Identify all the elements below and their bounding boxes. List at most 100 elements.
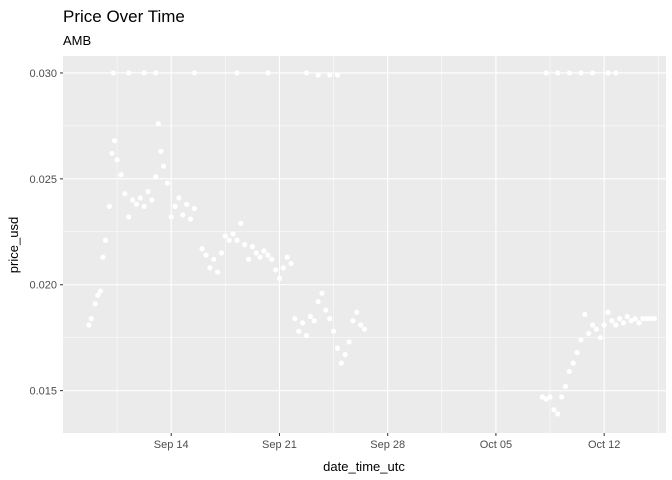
data-point [601,322,607,328]
data-point [88,316,94,322]
x-tick-label: Oct 12 [588,439,620,451]
data-point [226,237,232,243]
data-point [628,318,634,324]
data-point [191,70,198,76]
data-point [164,180,170,186]
y-axis-ticks: 0.015 0.020 0.025 0.030 [29,68,63,398]
data-point [582,311,588,317]
data-point [249,244,256,250]
x-axis-title: date_time_utc [323,459,405,474]
data-point [122,191,128,197]
data-point [222,233,228,239]
data-point [330,328,337,334]
data-point [613,70,619,76]
data-point [168,214,174,220]
data-point [609,318,615,324]
data-point [559,394,565,400]
data-point [334,345,341,351]
data-point [624,313,630,320]
data-point [234,237,240,243]
x-tick-label: Sep 14 [154,439,189,451]
data-point [149,197,155,203]
data-point [276,275,283,281]
x-axis-ticks: Sep 14 Sep 21 Sep 28 Oct 05 Oct 12 [154,433,620,451]
data-point [315,72,321,78]
data-point [620,320,627,326]
data-point [284,254,290,260]
data-point [651,316,658,322]
data-point [280,265,286,271]
data-point [234,70,240,76]
data-point [589,70,596,76]
data-point [153,70,159,76]
data-point [238,220,244,226]
data-point [307,313,313,320]
data-point [155,121,161,127]
data-point [350,318,356,324]
data-point [102,237,109,243]
data-point [543,396,549,402]
chart-subtitle: AMB [63,33,91,48]
data-point [261,248,267,254]
data-point [644,316,650,322]
chart-title: Price Over Time [63,7,185,26]
data-point [110,70,116,76]
data-point [153,174,159,180]
x-tick-label: Sep 28 [370,439,405,451]
data-point [361,326,368,332]
data-point [211,256,217,262]
plot-panel [63,56,666,433]
x-tick-label: Oct 05 [480,439,512,451]
data-point [547,394,553,400]
data-point [272,267,279,273]
data-point [296,328,302,334]
data-point [230,231,236,237]
data-point [176,195,182,201]
data-point [203,252,209,258]
data-point [95,292,101,298]
data-point [578,70,584,76]
data-point [269,256,275,262]
data-point [265,252,271,258]
data-point [100,254,106,260]
minor-gridlines [63,56,666,433]
y-tick-label: 0.020 [29,280,57,292]
major-gridlines [63,56,666,433]
data-point [97,288,103,294]
data-point [126,70,132,76]
data-point [191,205,198,212]
data-point [257,254,263,260]
data-point [160,163,167,169]
data-point [311,318,317,324]
data-point [288,260,294,267]
data-point [92,301,98,307]
data-point [543,70,549,76]
data-point [300,320,306,326]
data-point [126,214,132,220]
data-point [640,316,646,322]
data-point [242,241,248,248]
data-point [245,256,252,262]
data-point [613,322,619,328]
data-point [605,70,611,76]
data-point [334,72,341,78]
data-point [589,322,596,328]
data-point [566,368,572,375]
data-point [555,411,561,417]
data-point [158,148,164,154]
data-point [292,316,298,322]
data-point [137,195,143,201]
data-point [566,70,572,76]
data-point [539,394,545,400]
data-point [118,172,124,178]
data-point [145,188,151,195]
data-point [605,309,611,315]
data-point [617,316,623,322]
data-point [578,337,584,343]
data-point [354,309,360,315]
data-point [218,250,225,256]
data-point [358,322,364,328]
data-point [129,197,136,203]
data-point [172,203,178,209]
data-point [141,70,147,76]
